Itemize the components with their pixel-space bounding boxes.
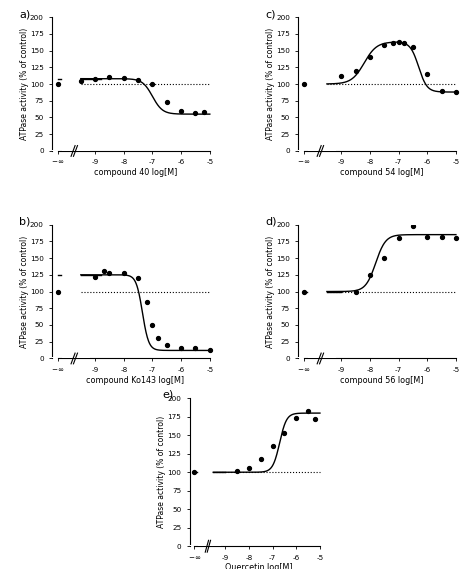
Bar (52, 150, 55, 152)
Text: a): a) (19, 9, 30, 19)
Bar (190, 545, 192, 548)
Text: b): b) (19, 217, 30, 226)
Bar (52, 357, 55, 360)
Y-axis label: ATPase activity (% of control): ATPase activity (% of control) (19, 236, 28, 348)
Bar (308, 354, 336, 358)
Y-axis label: ATPase activity (% of control): ATPase activity (% of control) (19, 28, 28, 140)
Bar (62, 147, 90, 151)
X-axis label: compound 54 log[M]: compound 54 log[M] (340, 168, 423, 177)
Bar (62, 354, 90, 358)
Bar (198, 542, 221, 546)
Text: e): e) (162, 389, 173, 399)
X-axis label: compound 40 log[M]: compound 40 log[M] (93, 168, 177, 177)
Text: d): d) (265, 217, 276, 226)
X-axis label: compound 56 log[M]: compound 56 log[M] (340, 376, 423, 385)
Bar (298, 357, 301, 360)
Text: c): c) (265, 9, 275, 19)
Y-axis label: ATPase activity (% of control): ATPase activity (% of control) (157, 416, 166, 529)
X-axis label: compound Ko143 log[M]: compound Ko143 log[M] (86, 376, 184, 385)
Y-axis label: ATPase activity (% of control): ATPase activity (% of control) (265, 236, 274, 348)
Y-axis label: ATPase activity (% of control): ATPase activity (% of control) (265, 28, 274, 140)
Bar (298, 150, 301, 152)
Bar (308, 147, 336, 151)
X-axis label: Quercetin log[M]: Quercetin log[M] (225, 563, 292, 569)
